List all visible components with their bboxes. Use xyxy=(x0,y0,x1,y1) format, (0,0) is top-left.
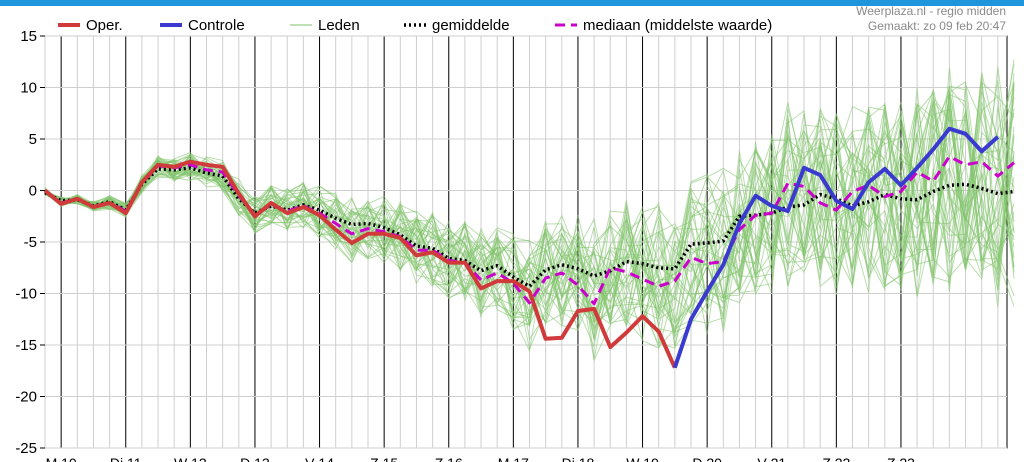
y-tick-label: 5 xyxy=(29,131,37,148)
x-tick-label: Di 11 xyxy=(110,455,142,462)
x-tick-label: M 17 xyxy=(498,455,529,462)
legend-label-gemiddelde: gemiddelde xyxy=(432,17,510,34)
ensemble-member-line xyxy=(44,68,1015,351)
ensemble-member-line xyxy=(44,106,1015,333)
series-layer xyxy=(43,126,1015,369)
x-tick-label: V 21 xyxy=(757,455,786,462)
legend-label-oper: Oper. xyxy=(86,17,123,34)
x-tick-label: M 10 xyxy=(46,455,77,462)
ensemble-member-line xyxy=(44,110,1015,318)
legend: Oper. Controle Leden gemiddelde mediaan (mid… xyxy=(58,17,772,34)
y-tick-label: 0 xyxy=(29,183,37,200)
y-tick-label: -10 xyxy=(15,286,37,303)
x-tick-label: Z 23 xyxy=(887,455,915,462)
x-tick-label: Z 16 xyxy=(435,455,463,462)
legend-label-mediaan: mediaan (middelste waarde) xyxy=(583,17,772,34)
series-line-controle xyxy=(672,126,1000,369)
series-line-oper xyxy=(43,159,677,369)
top-accent-bar xyxy=(0,0,1024,6)
series-line-mediaan xyxy=(44,155,1015,306)
credit-timestamp: Gemaakt: zo 09 feb 20:47 xyxy=(867,19,1006,33)
legend-label-controle: Controle xyxy=(188,17,245,34)
y-tick-label: 10 xyxy=(20,80,37,97)
x-tick-label: W 12 xyxy=(174,455,207,462)
ensemble-member-line xyxy=(44,106,1015,326)
y-tick-label: -15 xyxy=(15,337,37,354)
horizontal-gridlines xyxy=(45,35,1007,449)
x-tick-label: Z 15 xyxy=(370,455,398,462)
credit-source: Weerplaza.nl - regio midden xyxy=(856,4,1006,18)
x-tick-label: Di 18 xyxy=(562,455,595,462)
x-tick-label: W 19 xyxy=(626,455,659,462)
x-tick-label: D 20 xyxy=(692,455,722,462)
ensemble-member-line xyxy=(44,150,1015,330)
y-tick-label: -5 xyxy=(24,234,37,251)
x-axis: M 10 Di 11 W 12 D 13 V 14 Z 15 Z 16 M 17 Di 18 W … xyxy=(46,455,916,462)
y-tick-label: -20 xyxy=(15,389,37,406)
y-tick-label: -25 xyxy=(15,440,37,457)
x-tick-label: V 14 xyxy=(305,455,334,462)
y-tick-label: 15 xyxy=(20,28,37,45)
legend-label-leden: Leden xyxy=(318,17,360,34)
y-axis: 15 10 5 0 -5 -10 -15 -20 -25 xyxy=(15,28,45,457)
ensemble-member-line xyxy=(44,86,1015,324)
x-tick-label: Z 22 xyxy=(822,455,850,462)
x-tick-label: D 13 xyxy=(240,455,270,462)
